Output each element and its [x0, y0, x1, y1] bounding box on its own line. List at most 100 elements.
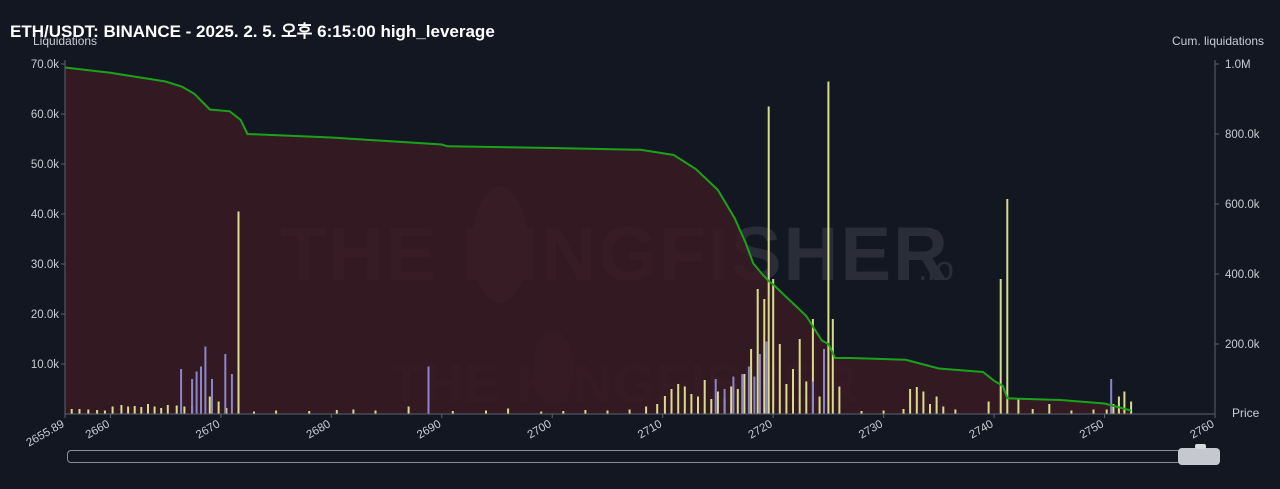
long-liquidation-bar	[656, 404, 659, 414]
long-liquidation-bar	[1117, 396, 1120, 414]
y-tick-label: 70.0k	[31, 59, 59, 71]
y-tick-label: 20.0k	[31, 309, 59, 321]
short-liquidation-bar	[732, 376, 735, 414]
long-liquidation-bar	[1105, 409, 1108, 414]
short-liquidation-bar	[758, 354, 761, 414]
long-liquidation-bar	[111, 406, 114, 414]
y-tick-label: 30.0k	[31, 259, 59, 271]
long-liquidation-bar	[710, 399, 713, 414]
short-liquidation-bar	[723, 389, 726, 414]
long-liquidation-bar	[1006, 199, 1009, 414]
short-liquidation-bar	[200, 366, 202, 414]
long-liquidation-bar	[103, 410, 106, 414]
long-liquidation-bar	[87, 409, 90, 414]
long-liquidation-bar	[485, 410, 487, 414]
long-liquidation-bar	[915, 387, 918, 414]
long-liquidation-bar	[954, 409, 957, 414]
long-liquidation-bar	[670, 389, 673, 414]
watermark-suffix: .io	[918, 250, 954, 288]
y2-tick-label: 200.0k	[1225, 339, 1260, 351]
cumulative-area-fill	[65, 67, 1132, 414]
long-liquidation-bar	[140, 407, 143, 414]
long-liquidation-bar	[677, 384, 680, 414]
short-liquidation-bar	[211, 379, 213, 414]
long-liquidation-bar	[374, 410, 377, 414]
long-liquidation-bar	[166, 405, 169, 414]
long-liquidation-bar	[1123, 391, 1126, 414]
long-liquidation-bar	[792, 369, 794, 414]
y2-tick-label: 400.0k	[1225, 269, 1260, 281]
long-liquidation-bar	[562, 411, 565, 414]
scrollbar-thumb[interactable]	[1178, 448, 1220, 465]
long-liquidation-bar	[1048, 404, 1051, 414]
long-liquidation-bar	[882, 410, 885, 414]
long-liquidation-bar	[507, 408, 510, 414]
long-liquidation-bar	[772, 279, 775, 414]
long-liquidation-bar	[160, 408, 163, 414]
long-liquidation-bar	[183, 406, 186, 414]
long-liquidation-bar	[1092, 409, 1095, 414]
long-liquidation-bar	[798, 339, 801, 414]
long-liquidation-bar	[175, 405, 178, 414]
long-liquidation-bar	[716, 391, 719, 414]
long-liquidation-bar	[999, 279, 1002, 414]
x-tick-label: 2660	[84, 418, 112, 441]
long-liquidation-bar	[133, 406, 136, 414]
short-liquidation-bar	[195, 371, 198, 414]
long-liquidation-bar	[253, 411, 255, 414]
long-liquidation-bar	[127, 406, 130, 414]
x-tick-label: 2670	[194, 418, 222, 441]
long-liquidation-bar	[942, 406, 945, 414]
short-liquidation-bar	[765, 341, 768, 414]
x-tick-label: 2720	[747, 418, 775, 441]
long-liquidation-bar	[778, 344, 781, 414]
long-liquidation-bar	[697, 396, 699, 414]
long-liquidation-bar	[730, 386, 733, 414]
long-liquidation-bar	[860, 411, 863, 414]
chart-title: ETH/USDT: BINANCE - 2025. 2. 5. 오후 6:15:…	[10, 22, 495, 41]
long-liquidation-bar	[935, 396, 938, 414]
long-liquidation-bar	[1070, 410, 1073, 414]
long-liquidation-bar	[763, 299, 766, 414]
short-liquidation-bar	[224, 354, 227, 414]
short-liquidation-bar	[714, 379, 717, 414]
short-liquidation-bar	[204, 346, 207, 414]
short-liquidation-bar	[753, 376, 756, 414]
right-axis-label: Cum. liquidations	[1172, 34, 1265, 48]
long-liquidation-bar	[352, 409, 355, 414]
short-liquidation-bar	[741, 374, 744, 414]
short-liquidation-bar	[180, 369, 183, 414]
short-liquidation-bar	[823, 349, 825, 414]
long-liquidation-bar	[335, 410, 338, 414]
long-liquidation-bar	[987, 401, 990, 414]
long-liquidation-bar	[902, 409, 905, 414]
long-liquidation-bar	[645, 406, 648, 414]
scrollbar-grip-icon[interactable]	[1195, 444, 1206, 449]
long-liquidation-bar	[750, 349, 753, 414]
long-liquidation-bar	[811, 319, 814, 414]
long-liquidation-bar	[96, 410, 99, 414]
long-liquidation-bar	[540, 411, 543, 414]
long-liquidation-bar	[237, 211, 240, 414]
long-liquidation-bar	[153, 406, 156, 414]
long-liquidation-bar	[767, 106, 770, 414]
left-axis-label: Liquidations	[33, 34, 98, 48]
long-liquidation-bar	[922, 391, 925, 414]
cumulative-line	[64, 66, 1132, 412]
y-tick-label: 60.0k	[31, 109, 59, 121]
long-liquidation-bar	[308, 411, 311, 414]
long-liquidation-bar	[831, 319, 834, 414]
long-liquidation-bar	[1112, 404, 1115, 414]
x-tick-label: 2710	[636, 418, 664, 441]
short-liquidation-bar	[427, 366, 430, 414]
x-axis-label: Price	[1232, 406, 1260, 420]
y2-tick-label: 800.0k	[1225, 129, 1260, 141]
long-liquidation-bar	[909, 389, 912, 414]
long-liquidation-bar	[1130, 401, 1133, 414]
long-liquidation-bar	[275, 410, 278, 414]
long-liquidation-bar	[929, 404, 931, 414]
long-liquidation-bar	[827, 81, 830, 414]
long-liquidation-bar	[208, 396, 211, 414]
short-liquidation-bar	[230, 374, 233, 414]
range-scrollbar[interactable]	[67, 450, 1219, 463]
